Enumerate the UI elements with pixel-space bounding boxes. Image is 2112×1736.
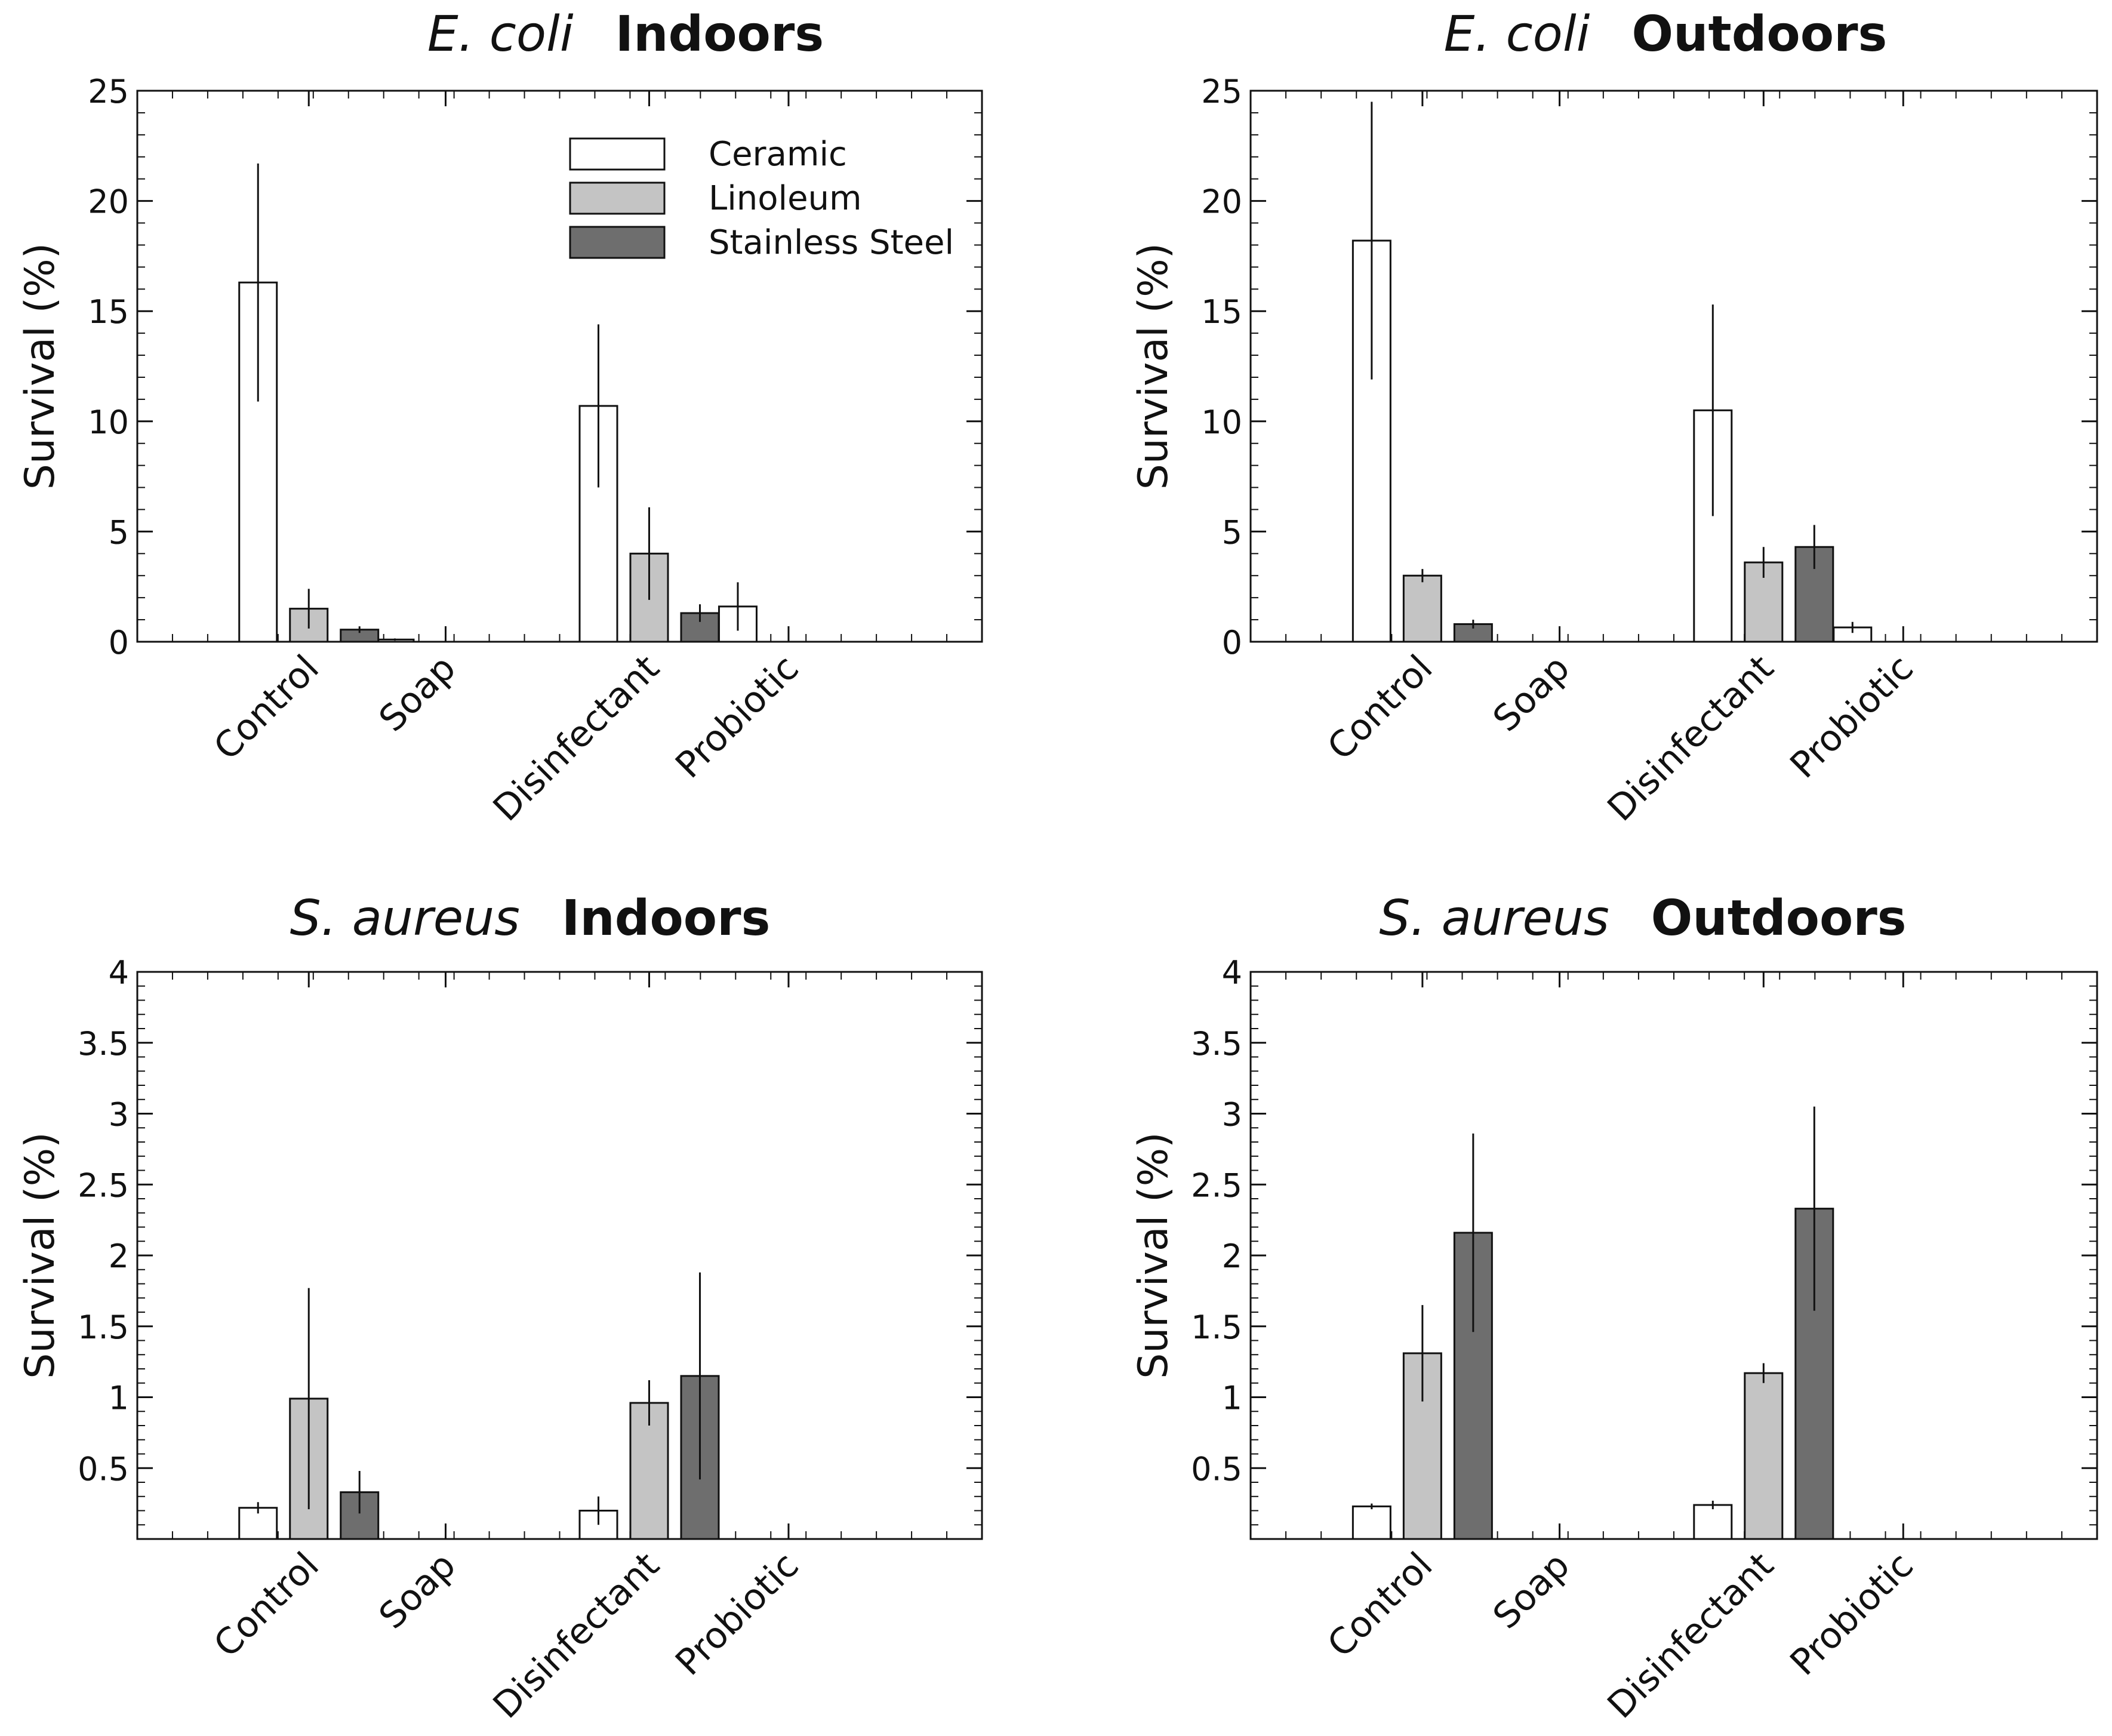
bar-ceramic-control <box>1351 1505 1391 1540</box>
y-tick-label: 1 <box>109 1380 129 1417</box>
legend-label: Ceramic <box>709 135 847 174</box>
y-tick-label: 10 <box>88 404 129 441</box>
y-tick-label: 4 <box>109 954 129 992</box>
bar-linoleum-disinfectant <box>629 1402 669 1540</box>
y-tick-label: 3 <box>1222 1096 1242 1134</box>
y-tick-label: 10 <box>1201 404 1242 441</box>
chart-title-species: S. aureus <box>290 890 520 947</box>
bar-linoleum-disinfectant <box>1744 1372 1784 1540</box>
legend: Ceramic Linoleum Stainless Steel <box>569 135 954 262</box>
legend-swatch-ceramic <box>569 137 666 171</box>
legend-label: Stainless Steel <box>709 223 954 262</box>
y-tick-label: 1.5 <box>78 1309 129 1346</box>
bar-linoleum-control <box>1402 574 1442 643</box>
y-tick-label: 2 <box>109 1238 129 1275</box>
bar-stainless-steel-disinfectant <box>1794 546 1834 643</box>
y-tick-label: 25 <box>88 73 129 110</box>
y-tick-label: 4 <box>1222 954 1242 992</box>
legend-swatch-linoleum <box>569 181 666 215</box>
y-tick-label: 5 <box>109 513 129 551</box>
y-tick-label: 2.5 <box>1191 1166 1242 1204</box>
chart-title-species: E. coli <box>427 6 574 63</box>
y-axis-label: Survival (%) <box>17 1132 64 1378</box>
y-tick-label: 1.5 <box>1191 1309 1242 1346</box>
y-tick-label: 15 <box>88 293 129 331</box>
y-tick-label: 0.5 <box>1191 1450 1242 1488</box>
y-tick-label: 0.5 <box>78 1450 129 1488</box>
y-tick-label: 3.5 <box>1191 1025 1242 1063</box>
y-axis-label: Survival (%) <box>1130 1132 1177 1378</box>
chart-title-environment: Indoors <box>562 890 771 947</box>
y-tick-label: 20 <box>88 183 129 221</box>
chart-title-environment: Outdoors <box>1631 6 1887 63</box>
y-tick-label: 5 <box>1222 513 1242 551</box>
chart-title: E. coli Outdoors <box>1444 6 1888 63</box>
chart-title-environment: Outdoors <box>1651 890 1907 947</box>
chart-title: E. coli Indoors <box>427 6 824 63</box>
chart-title-environment: Indoors <box>615 6 824 63</box>
legend-label: Linoleum <box>709 179 862 218</box>
chart-title-species: S. aureus <box>1379 890 1609 947</box>
chart-title: S. aureus Indoors <box>290 890 771 947</box>
y-axis-label: Survival (%) <box>1130 243 1177 490</box>
chart-title-species: E. coli <box>1444 6 1590 63</box>
y-tick-label: 0 <box>1222 624 1242 661</box>
y-tick-label: 20 <box>1201 183 1242 221</box>
y-axis-label: Survival (%) <box>17 243 64 490</box>
bar-ceramic-disinfectant <box>1693 1504 1733 1540</box>
y-tick-label: 1 <box>1222 1380 1242 1417</box>
y-tick-label: 2 <box>1222 1238 1242 1275</box>
legend-swatch-stainless-steel <box>569 226 666 259</box>
chart-title: S. aureus Outdoors <box>1379 890 1906 947</box>
y-tick-label: 15 <box>1201 293 1242 331</box>
y-tick-label: 2.5 <box>78 1166 129 1204</box>
y-tick-label: 3.5 <box>78 1025 129 1063</box>
y-tick-label: 3 <box>109 1096 129 1134</box>
y-tick-label: 0 <box>109 624 129 661</box>
y-tick-label: 25 <box>1201 73 1242 110</box>
